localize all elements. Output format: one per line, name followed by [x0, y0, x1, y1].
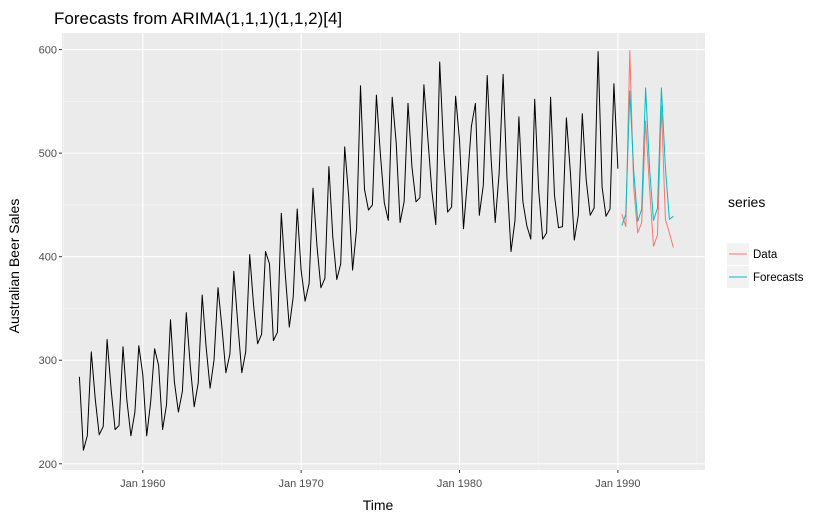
legend-label-forecasts: Forecasts	[753, 272, 804, 284]
grid	[62, 33, 705, 470]
y-axis: 200 300 400 500 600	[39, 45, 62, 471]
x-tick-label: Jan 1960	[120, 478, 165, 490]
legend: series Data Forecasts	[727, 194, 804, 288]
x-tick-label: Jan 1980	[437, 478, 482, 490]
x-axis: Jan 1960 Jan 1970 Jan 1980 Jan 1990	[120, 470, 641, 490]
chart-title: Forecasts from ARIMA(1,1,1)(1,1,2)[4]	[54, 9, 342, 28]
series-line-history	[78, 51, 619, 451]
y-axis-title: Australian Beer Sales	[6, 199, 22, 334]
series-lines	[78, 50, 674, 451]
y-tick-label: 400	[39, 252, 57, 264]
y-tick-label: 600	[39, 45, 57, 57]
legend-title: series	[728, 194, 765, 210]
x-axis-title: Time	[363, 497, 394, 513]
series-line-forecasts	[621, 87, 674, 226]
y-tick-label: 300	[39, 355, 57, 367]
x-tick-label: Jan 1990	[595, 478, 640, 490]
plot-panel	[62, 33, 705, 470]
y-tick-label: 500	[39, 148, 57, 160]
y-tick-label: 200	[39, 459, 57, 471]
x-tick-label: Jan 1970	[279, 478, 324, 490]
series-line-data	[621, 50, 674, 248]
legend-label-data: Data	[753, 249, 778, 261]
